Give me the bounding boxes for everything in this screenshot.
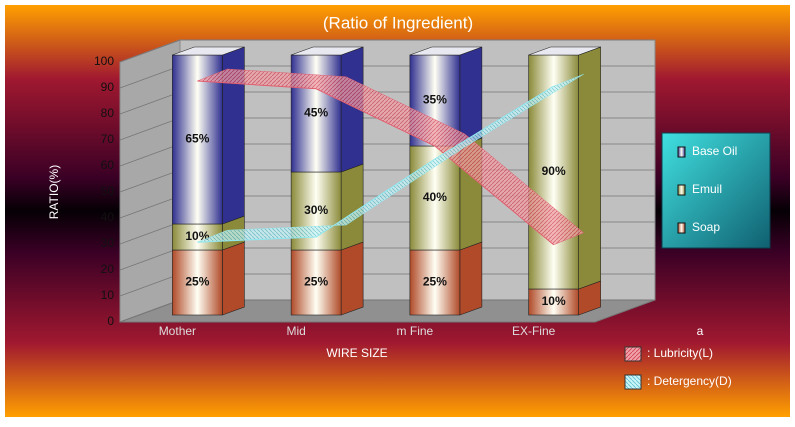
value-label: 10%	[542, 294, 566, 308]
value-label: 25%	[304, 275, 328, 289]
bar	[172, 54, 223, 225]
grid-line	[119, 39, 655, 63]
legend-label: : Detergency(D)	[647, 374, 732, 388]
value-label: 90%	[542, 164, 566, 178]
bar-top	[291, 46, 364, 56]
value-label: 30%	[304, 203, 328, 217]
bar-side	[459, 241, 483, 316]
x-tick-label: Mid	[286, 324, 305, 338]
y-tick-label: 0	[107, 314, 114, 328]
y-tick-label: 90	[101, 80, 115, 94]
legend-label: Soap	[692, 220, 720, 234]
y-tick-label: 20	[101, 262, 115, 276]
legend-swatch	[624, 374, 642, 390]
y-tick-label: 100	[94, 54, 114, 68]
legend-swatch	[677, 184, 686, 196]
legend-label: Base Oil	[692, 144, 737, 158]
bar-side	[459, 46, 483, 147]
y-tick-label: 60	[101, 158, 115, 172]
value-label: 25%	[185, 275, 209, 289]
line	[197, 80, 554, 246]
x-tick-label: Mother	[159, 324, 196, 338]
bar	[290, 249, 342, 316]
bar-side	[578, 46, 601, 290]
x-axis-label: WIRE SIZE	[326, 346, 387, 360]
x-tick-label: m Fine	[397, 324, 434, 338]
bar	[528, 288, 579, 316]
line	[197, 85, 554, 243]
value-label: 35%	[423, 93, 447, 107]
bar-top	[528, 46, 601, 56]
y-axis-label: RATIO(%)	[47, 165, 61, 219]
x-tick-label: EX-Fine	[512, 324, 556, 338]
bar	[172, 249, 223, 316]
bar	[528, 54, 579, 290]
y-tick-label: 80	[101, 106, 115, 120]
annotation: a	[697, 324, 704, 338]
y-tick-label: 40	[101, 210, 115, 224]
value-label: 65%	[185, 132, 209, 146]
bar-side	[340, 163, 364, 251]
legend-swatch	[677, 146, 686, 158]
y-tick-label: 50	[101, 184, 115, 198]
value-label: 45%	[304, 106, 328, 120]
bar-side	[340, 241, 364, 316]
legend-swatch	[677, 222, 686, 234]
value-label: 40%	[423, 190, 447, 204]
legend-label: Emuil	[692, 182, 722, 196]
bar-top	[172, 46, 245, 56]
legend-swatch	[624, 346, 642, 362]
y-tick-label: 10	[101, 288, 115, 302]
bar-side	[222, 241, 245, 316]
y-tick-label: 30	[101, 236, 115, 250]
chart-title: (Ratio of Ingredient)	[323, 13, 473, 32]
value-label: 25%	[423, 275, 447, 289]
bar-top	[409, 46, 482, 56]
legend-label: : Lubricity(L)	[647, 346, 713, 360]
y-tick-label: 70	[101, 132, 115, 146]
